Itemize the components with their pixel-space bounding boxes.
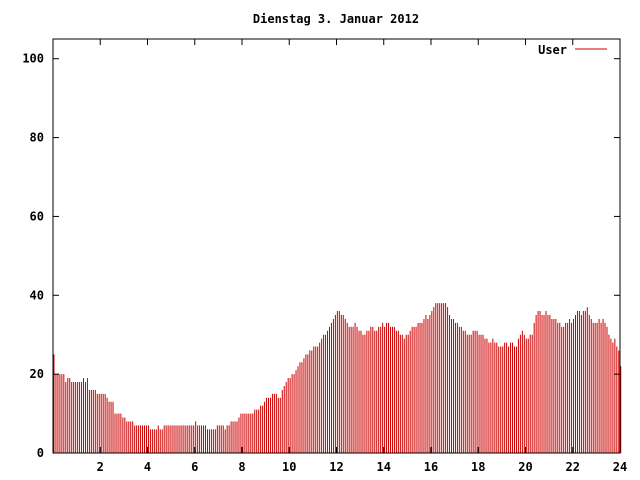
y-tick-label: 60 <box>30 209 44 223</box>
x-tick-label: 14 <box>377 460 391 474</box>
x-tick-label: 2 <box>97 460 104 474</box>
x-tick-label: 6 <box>191 460 198 474</box>
legend: User <box>538 43 607 57</box>
x-tick-label: 12 <box>329 460 343 474</box>
x-tick-label: 8 <box>238 460 245 474</box>
chart-title: Dienstag 3. Januar 2012 <box>253 12 419 26</box>
y-tick-label: 0 <box>37 446 44 460</box>
y-tick-label: 100 <box>22 52 44 66</box>
y-tick-label: 20 <box>30 367 44 381</box>
x-tick-label: 4 <box>144 460 151 474</box>
bar-series-user <box>53 303 622 453</box>
x-tick-label: 24 <box>613 460 627 474</box>
x-tick-label: 20 <box>518 460 532 474</box>
legend-label-user: User <box>538 43 567 57</box>
y-tick-label: 80 <box>30 131 44 145</box>
x-tick-label: 10 <box>282 460 296 474</box>
x-tick-label: 16 <box>424 460 438 474</box>
x-tick-label: 22 <box>566 460 580 474</box>
x-tick-label: 18 <box>471 460 485 474</box>
plot-frame <box>52 38 621 454</box>
y-tick-label: 40 <box>30 288 44 302</box>
